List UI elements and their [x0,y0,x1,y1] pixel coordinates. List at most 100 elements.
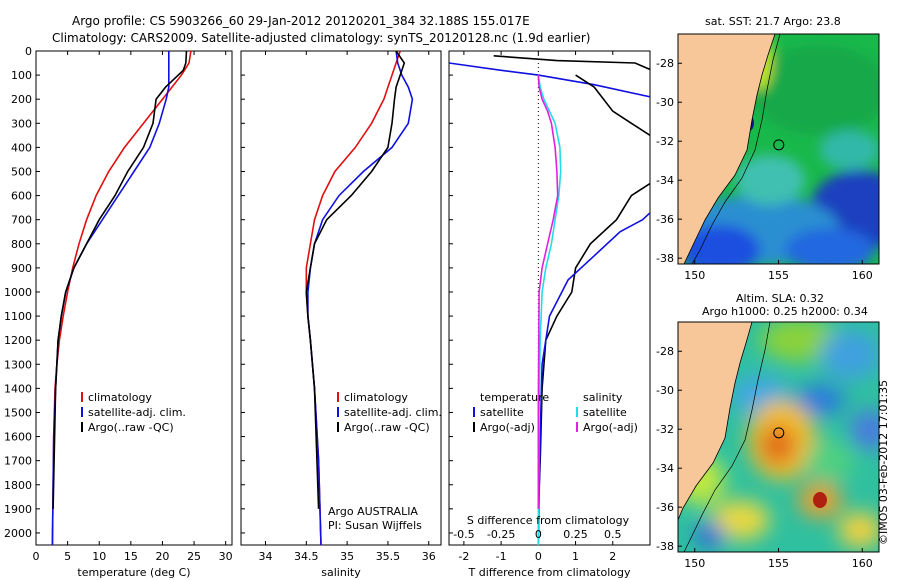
map-y-tick-label: -30 [656,96,674,109]
temperature-plot-frame [35,50,233,546]
map-x-tick-label: 155 [768,557,789,570]
map-y-tick-label: -30 [656,384,674,397]
temperature-legend-label: satellite-adj. clim. [88,406,186,419]
land-australia [678,34,775,264]
temperature-legend-title: temperature [480,391,549,404]
sst-map-axes: 150 155 160 -28 -30 -32 -34 -36 -38 [656,57,873,282]
temperature-panel: 0 5 10 15 20 25 30 temperature (deg C) 0 100 200 30… [4,45,233,579]
sst-map: sat. SST: 21.7 Argo: 23.8 150 155 160 -28 -3… [656,15,880,282]
difference-t-legend-label: Argo(-adj) [480,421,535,434]
map-x-tick-label: 160 [852,557,873,570]
y-tick-label: 800 [11,238,32,251]
x-tick-label: 2 [609,550,616,563]
series-line-t-satellite-deep [537,211,650,545]
map-y-tick-label: -36 [656,501,674,514]
x-tick-label: 20 [155,550,169,563]
map-y-tick-label: -38 [656,252,674,265]
temperature-xlabel: temperature (deg C) [77,566,190,579]
isobath [691,34,781,264]
y-tick-label: 1700 [4,455,32,468]
map-x-tick-label: 155 [768,269,789,282]
temperature-legend-label: climatology [88,391,152,404]
s-tick-label: -0.5 [453,528,474,541]
map-x-tick-label: 160 [852,269,873,282]
x-tick-label: 36 [422,550,436,563]
difference-s-legend-label: Argo(-adj) [583,421,638,434]
s-tick-label: 0 [535,528,542,541]
y-tick-label: 1200 [4,334,32,347]
argo-location-marker-sla [773,427,785,439]
argo-australia-note: Argo AUSTRALIA [328,505,418,518]
s-tick-label: 0.25 [563,528,588,541]
y-tick-label: 2000 [4,527,32,540]
salinity-series-group [305,51,414,545]
y-tick-label: 1800 [4,479,32,492]
series-line-t-argo [493,55,650,71]
difference-xlabel: T difference from climatology [468,566,631,579]
argo-location-marker [773,139,785,151]
map-y-tick-label: -38 [656,540,674,553]
y-tick-label: 100 [11,69,32,82]
coastline [683,34,776,264]
y-tick-label: 1300 [4,358,32,371]
difference-t-legend-label: satellite [480,406,524,419]
x-tick-label: 1 [572,550,579,563]
y-tick-label: 1900 [4,503,32,516]
series-line-argo-raw-qc- [305,51,406,509]
y-tick-label: 1600 [4,431,32,444]
pi-note: PI: Susan Wijffels [328,519,422,532]
s-tick-label: 0.5 [604,528,622,541]
salinity-legend-label: satellite-adj. clim. [344,406,442,419]
coastline-sla [678,322,753,521]
difference-series-group [449,51,650,545]
header-line-1: Argo profile: CS 5903266_60 29-Jan-2012 … [72,14,530,28]
s-tick-label: -0.25 [487,528,515,541]
y-tick-label: 900 [11,262,32,275]
map-y-tick-label: -34 [656,462,674,475]
series-line-s-satellite [537,74,562,545]
x-tick-label: 0 [33,550,40,563]
sla-map: Altim. SLA: 0.32 Argo h1000: 0.25 h2000:… [656,292,880,570]
y-tick-label: 700 [11,214,32,227]
temperature-series-group [51,51,192,545]
y-tick-label: 300 [11,117,32,130]
x-tick-label: 5 [64,550,71,563]
salinity-difference-axis-label: S difference from climatology [467,514,630,527]
map-y-tick-label: -36 [656,213,674,226]
y-tick-label: 0 [25,45,32,58]
x-tick-label: 35 [340,550,354,563]
salinity-plot-frame [240,50,442,546]
map-x-tick-label: 150 [684,557,705,570]
imos-credit: ©IMOS 03-Feb-2012 17:01:35 [877,379,890,545]
salinity-xlabel: salinity [321,566,361,579]
salinity-legend-title: salinity [583,391,623,404]
y-tick-label: 1500 [4,406,32,419]
x-tick-label: 0 [535,550,542,563]
temperature-legend-label: Argo(..raw -QC) [88,421,174,434]
map-x-tick-label: 150 [684,269,705,282]
sla-eddy [813,492,827,508]
difference-plot-frame [448,50,651,546]
y-tick-label: 400 [11,141,32,154]
x-tick-label: 15 [124,550,138,563]
map-y-tick-label: -28 [656,345,674,358]
salinity-legend-label: climatology [344,391,408,404]
map-y-tick-label: -34 [656,174,674,187]
sla-map-title: Altim. SLA: 0.32 [736,292,824,305]
series-line-s-argo [537,75,559,509]
sst-map-title: sat. SST: 21.7 Argo: 23.8 [705,15,841,28]
salinity-panel: 34 34.5 35 35.5 36 salinity climatology satelli… [240,50,442,579]
y-tick-label: 500 [11,165,32,178]
x-tick-label: 34.5 [294,550,319,563]
sla-map-axes: 150 155 160 -28 -30 -32 -34 -36 -38 [656,345,873,570]
header-line-2: Climatology: CARS2009. Satellite-adjuste… [52,31,590,45]
series-line-t-argo-deep [537,74,650,509]
difference-s-legend-label: satellite [583,406,627,419]
land-australia-sla [678,322,752,520]
map-y-tick-label: -32 [656,423,674,436]
y-tick-label: 1000 [4,286,32,299]
x-tick-label: 34 [258,550,272,563]
series-line-argo-raw-qc- [52,51,188,509]
difference-panel: -2 -1 0 1 2 T difference from climatology temp… [448,50,651,579]
